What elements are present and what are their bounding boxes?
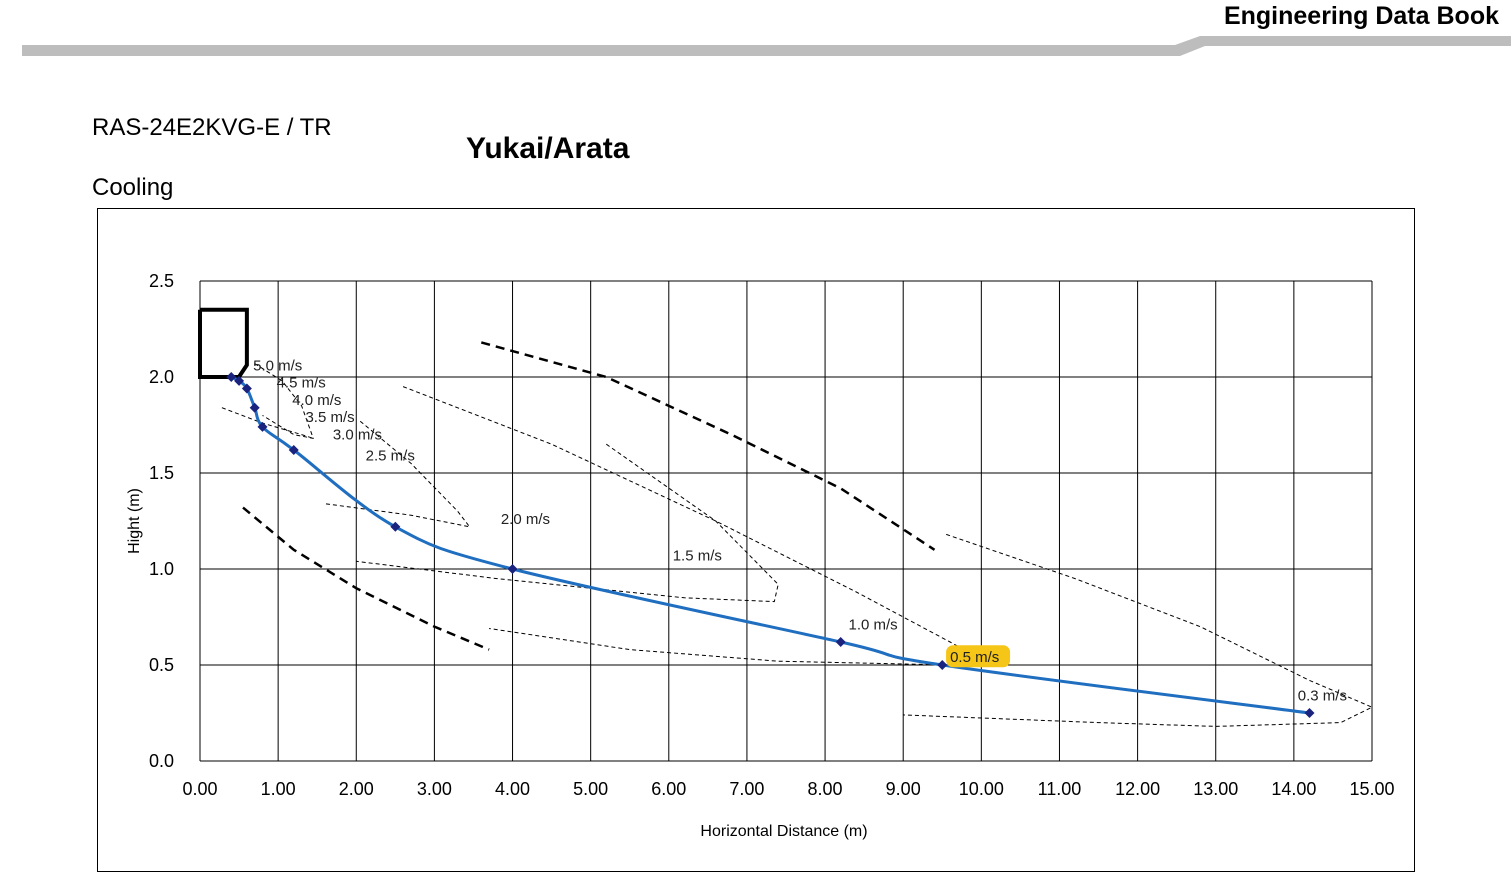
- airflow-trajectory: [230, 375, 1310, 715]
- x-tick-label: 6.00: [651, 779, 686, 799]
- velocity-label: 5.0 m/s: [253, 357, 302, 374]
- velocity-label: 0.3 m/s: [1298, 688, 1347, 705]
- model-number: RAS-24E2KVG-E / TR: [92, 114, 332, 141]
- y-tick-label: 1.5: [149, 463, 174, 483]
- data-point: [288, 444, 299, 455]
- data-point: [249, 402, 260, 413]
- velocity-label: 0.5 m/s: [950, 649, 999, 666]
- velocity-label: 2.0 m/s: [501, 511, 550, 528]
- velocity-label: 1.0 m/s: [849, 617, 898, 634]
- product-series-title: Yukai/Arata: [466, 132, 630, 165]
- document-title: Engineering Data Book: [1223, 2, 1499, 30]
- x-tick-label: 3.00: [417, 779, 452, 799]
- data-point: [835, 636, 846, 647]
- x-tick-label: 2.00: [339, 779, 374, 799]
- x-tick-label: 12.00: [1115, 779, 1160, 799]
- trajectory-markers: [226, 372, 1315, 718]
- x-tick-label: 7.00: [729, 779, 764, 799]
- x-tick-label: 14.00: [1271, 779, 1316, 799]
- y-tick-label: 0.0: [149, 751, 174, 771]
- y-tick-label: 1.0: [149, 559, 174, 579]
- velocity-contour: [356, 443, 779, 603]
- x-tick-label: 8.00: [808, 779, 843, 799]
- y-tick-label: 2.5: [149, 271, 174, 291]
- velocity-contour: [480, 341, 936, 551]
- velocity-contours: [221, 341, 1373, 727]
- operation-mode-label: Cooling: [92, 174, 174, 201]
- chart-grid: [199, 280, 1373, 762]
- x-tick-label: 1.00: [261, 779, 296, 799]
- data-point: [507, 564, 518, 574]
- x-axis-title: Horizontal Distance (m): [700, 823, 867, 840]
- y-tick-label: 2.0: [149, 367, 174, 387]
- velocity-contour: [221, 407, 314, 439]
- velocity-label: 4.0 m/s: [292, 392, 341, 409]
- data-point: [241, 383, 252, 394]
- velocity-label: 4.5 m/s: [277, 375, 326, 392]
- x-tick-label: 10.00: [959, 779, 1004, 799]
- velocity-label: 2.5 m/s: [366, 448, 415, 465]
- velocity-label-highlight: [946, 645, 1011, 668]
- data-point: [226, 372, 237, 382]
- y-axis-title: Hight (m): [126, 488, 143, 554]
- velocity-label: 3.0 m/s: [333, 427, 382, 444]
- indoor-unit-outline: [198, 307, 249, 379]
- x-tick-label: 4.00: [495, 779, 530, 799]
- data-point: [390, 521, 401, 532]
- x-tick-label: 5.00: [573, 779, 608, 799]
- data-point: [257, 421, 268, 432]
- x-tick-label: 13.00: [1193, 779, 1238, 799]
- x-tick-label: 9.00: [886, 779, 921, 799]
- data-point: [234, 375, 245, 386]
- velocity-labels: 5.0 m/s4.5 m/s4.0 m/s3.5 m/s3.0 m/s 2.5 m…: [253, 357, 1347, 704]
- trajectory-line: [230, 375, 1310, 715]
- x-tick-label: 15.00: [1349, 779, 1394, 799]
- x-tick-label: 11.00: [1038, 779, 1082, 799]
- velocity-label: 1.5 m/s: [673, 547, 722, 564]
- data-point: [937, 660, 948, 670]
- header-divider-bar: [22, 36, 1511, 56]
- chart-frame: [97, 208, 1415, 872]
- axis-ticks: 0.00 1.00 2.00 3.00 4.00 5.00 6.00 7.00 8.00 9.00…: [149, 271, 1395, 799]
- indoor-unit-shape: [198, 307, 249, 379]
- y-tick-label: 0.5: [149, 655, 174, 675]
- x-tick-label: 0.00: [182, 779, 217, 799]
- velocity-label: 3.5 m/s: [305, 409, 354, 426]
- velocity-contour: [324, 420, 471, 528]
- data-point: [1304, 708, 1315, 718]
- velocity-contour: [242, 506, 490, 651]
